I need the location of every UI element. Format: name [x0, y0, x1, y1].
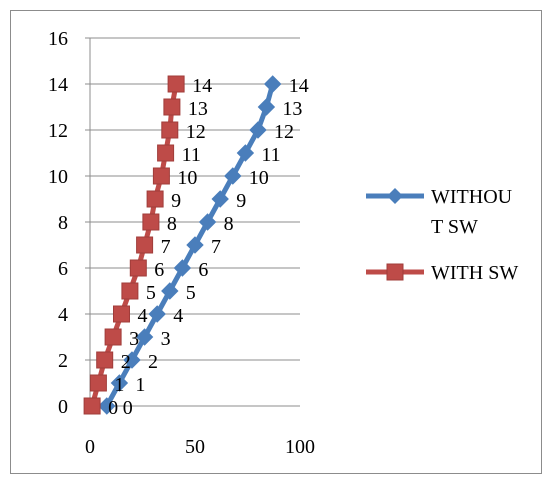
data-point-square	[146, 190, 164, 208]
data-label: 0	[108, 397, 118, 419]
x-tick-label: 0	[85, 436, 95, 458]
y-tick-label: 14	[48, 74, 68, 96]
data-point-diamond	[123, 351, 141, 369]
data-label: 10	[249, 167, 269, 189]
data-label: 12	[186, 121, 206, 143]
data-point-square	[104, 328, 122, 346]
data-point-square	[113, 305, 130, 323]
data-label: 8	[224, 213, 234, 235]
data-point-diamond	[249, 121, 267, 139]
data-label: 8	[167, 213, 177, 235]
data-label: 4	[173, 305, 183, 327]
y-tick-label: 4	[58, 304, 68, 326]
data-label: 13	[282, 98, 302, 120]
data-label: 4	[138, 305, 148, 327]
data-label: 13	[188, 98, 208, 120]
data-label: 14	[289, 75, 309, 97]
x-tick-label: 100	[285, 436, 315, 458]
data-point-diamond	[135, 328, 154, 346]
data-label: 3	[129, 328, 139, 350]
data-point-square	[129, 259, 147, 277]
y-tick-label: 0	[58, 396, 68, 418]
legend-item-with-sw: WITH SW	[366, 262, 518, 284]
data-label: 11	[182, 144, 201, 166]
data-label: 9	[236, 190, 246, 212]
data-label: 7	[211, 236, 221, 258]
data-point-square	[96, 351, 114, 369]
data-label: 9	[171, 190, 181, 212]
legend-square-icon	[386, 263, 404, 281]
data-point-square	[89, 374, 107, 392]
data-point-square	[121, 282, 139, 300]
data-point-diamond	[148, 305, 166, 323]
y-tick-label: 16	[48, 28, 68, 50]
data-point-diamond	[257, 98, 276, 116]
data-label: 1	[114, 374, 124, 396]
data-label: 1	[135, 374, 145, 396]
data-label: 10	[177, 167, 197, 189]
data-point-square	[167, 75, 185, 93]
data-point-square	[152, 167, 170, 185]
legend-diamond-icon	[387, 188, 403, 204]
legend-label: WITH SW	[431, 262, 518, 284]
data-label: 11	[261, 144, 280, 166]
data-point-diamond	[263, 75, 282, 93]
data-point-diamond	[224, 167, 242, 185]
y-tick-label: 10	[48, 166, 68, 188]
data-label: 2	[148, 351, 158, 373]
data-point-diamond	[161, 282, 179, 300]
data-label: 7	[161, 236, 171, 258]
data-label: 3	[161, 328, 171, 350]
data-label: 14	[192, 75, 212, 97]
y-tick-label: 8	[58, 212, 68, 234]
legend-item-without-sw: WITHOU T SW	[366, 186, 513, 238]
y-tick-label: 2	[58, 350, 68, 372]
legend-label-line: WITHOU	[431, 186, 513, 208]
legend-label-line: WITH SW	[431, 262, 518, 284]
data-point-diamond	[98, 397, 116, 415]
data-label: 6	[154, 259, 164, 281]
data-label: 2	[121, 351, 131, 373]
legend-label-line: T SW	[431, 216, 478, 238]
data-point-square	[83, 397, 101, 415]
data-point-square	[136, 236, 154, 254]
data-point-diamond	[186, 236, 204, 254]
data-point-diamond	[198, 213, 217, 231]
data-label: 5	[146, 282, 156, 304]
data-point-square	[163, 98, 181, 116]
data-point-diamond	[236, 144, 255, 162]
data-point-diamond	[110, 374, 129, 392]
data-label: 6	[198, 259, 208, 281]
y-tick-label: 6	[58, 258, 68, 280]
data-point-square	[161, 121, 179, 139]
data-label: 5	[186, 282, 196, 304]
x-tick-label: 50	[185, 436, 205, 458]
legend-label: WITHOU T SW	[431, 186, 513, 238]
data-point-square	[157, 144, 175, 162]
data-label: 12	[274, 121, 294, 143]
legend: WITHOU T SW WITH SW	[366, 186, 518, 284]
data-point-square	[142, 213, 160, 231]
data-point-diamond	[211, 190, 229, 208]
data-point-diamond	[173, 259, 192, 277]
y-tick-label: 12	[48, 120, 68, 142]
data-label: 0	[123, 397, 133, 419]
